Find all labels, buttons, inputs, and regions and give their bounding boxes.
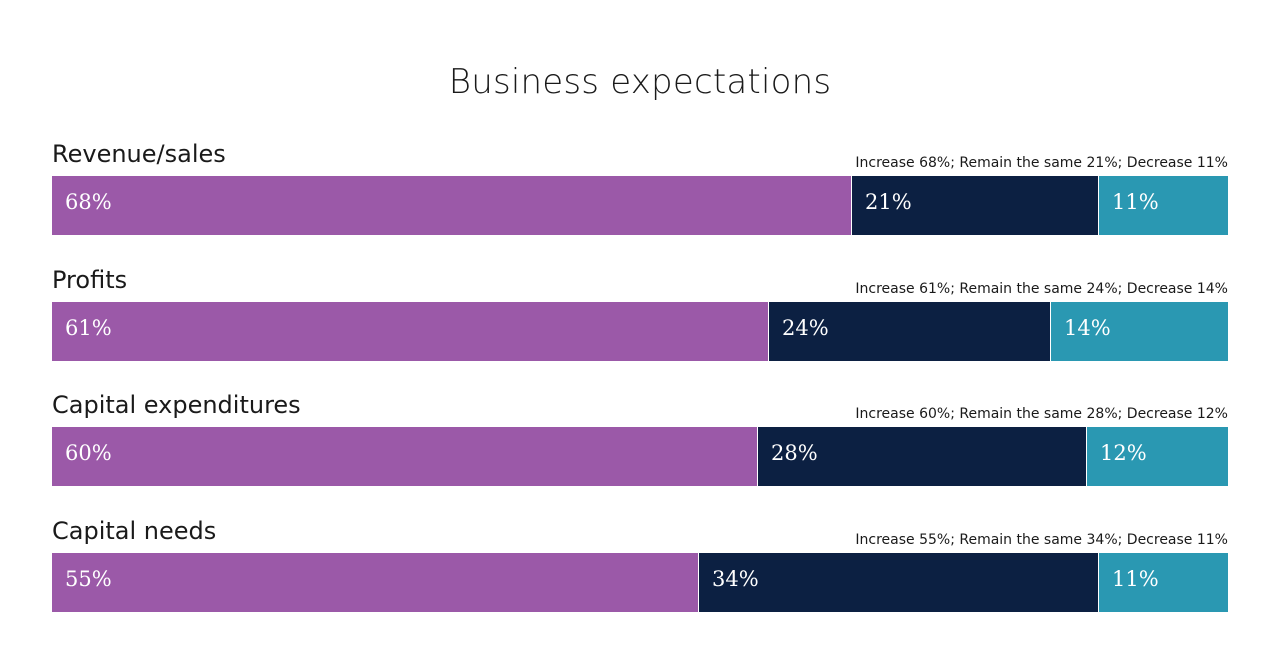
data-label: 60% bbox=[65, 441, 112, 465]
bar-segment-decrease: 11% bbox=[1099, 176, 1228, 235]
stacked-bar: 61% 24% 14% bbox=[52, 302, 1228, 361]
row-summary-text: Increase 61%; Remain the same 24%; Decre… bbox=[855, 281, 1228, 297]
chart-title: Business expectations bbox=[448, 62, 832, 102]
data-label: 11% bbox=[1112, 190, 1159, 214]
data-label: 68% bbox=[65, 190, 112, 214]
bar-segment-decrease: 11% bbox=[1099, 553, 1228, 612]
data-label: 34% bbox=[712, 567, 759, 591]
bar-row: Capital needs Increase 55%; Remain the sa… bbox=[52, 517, 1228, 627]
data-label: 24% bbox=[782, 316, 829, 340]
bar-segment-decrease: 14% bbox=[1051, 302, 1228, 361]
bar-segment-increase: 60% bbox=[52, 427, 758, 486]
data-label: 61% bbox=[65, 316, 112, 340]
row-summary-text: Increase 60%; Remain the same 28%; Decre… bbox=[855, 406, 1228, 422]
data-label: 21% bbox=[865, 190, 912, 214]
stacked-bar: 60% 28% 12% bbox=[52, 427, 1228, 486]
bar-segment-increase: 61% bbox=[52, 302, 769, 361]
category-label: Capital needs bbox=[52, 517, 217, 545]
bar-segment-remain-the-same: 34% bbox=[699, 553, 1099, 612]
row-summary-text: Increase 55%; Remain the same 34%; Decre… bbox=[855, 532, 1228, 548]
data-label: 28% bbox=[771, 441, 818, 465]
stacked-bar: 68% 21% 11% bbox=[52, 176, 1228, 235]
category-label: Capital expenditures bbox=[52, 391, 301, 419]
category-label: Revenue/sales bbox=[52, 140, 226, 168]
stacked-bar: 55% 34% 11% bbox=[52, 553, 1228, 612]
bar-segment-remain-the-same: 28% bbox=[758, 427, 1087, 486]
bar-segment-increase: 55% bbox=[52, 553, 699, 612]
bar-row: Capital expenditures Increase 60%; Remain… bbox=[52, 391, 1228, 501]
data-label: 12% bbox=[1100, 441, 1147, 465]
bar-segment-remain-the-same: 21% bbox=[852, 176, 1099, 235]
data-label: 11% bbox=[1112, 567, 1159, 591]
bar-segment-increase: 68% bbox=[52, 176, 852, 235]
bar-row: Profits Increase 61%; Remain the same 24%… bbox=[52, 266, 1228, 376]
bar-row: Revenue/sales Increase 68%; Remain the sa… bbox=[52, 140, 1228, 250]
data-label: 14% bbox=[1064, 316, 1111, 340]
category-label: Profits bbox=[52, 266, 128, 294]
row-summary-text: Increase 68%; Remain the same 21%; Decre… bbox=[855, 155, 1228, 171]
data-label: 55% bbox=[65, 567, 112, 591]
bar-segment-remain-the-same: 24% bbox=[769, 302, 1051, 361]
bar-segment-decrease: 12% bbox=[1087, 427, 1228, 486]
